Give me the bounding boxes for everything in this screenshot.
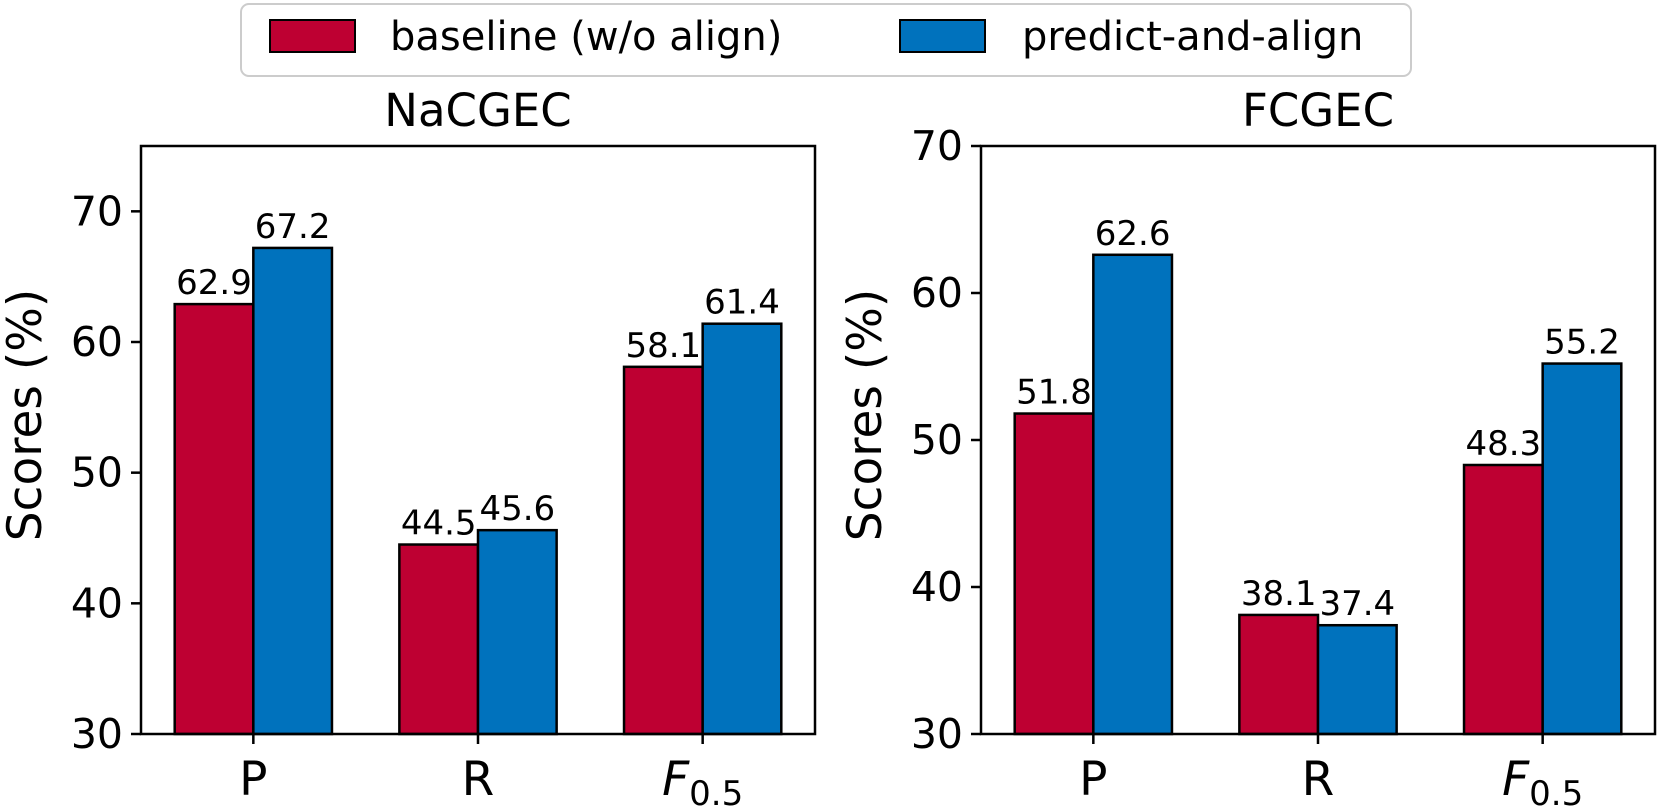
bar-baseline-w-o-align-p	[173, 302, 255, 736]
x-tick-label-p: P	[1079, 752, 1107, 807]
chart-title: FCGEC	[1242, 84, 1394, 137]
value-label: 45.6	[479, 489, 555, 529]
x-tick-label-r: R	[462, 752, 495, 807]
bar-baseline-w-o-align-r	[1238, 613, 1320, 736]
legend-label-baseline: baseline (w/o align)	[390, 14, 782, 60]
y-tick-label: 70	[71, 187, 123, 235]
x-tick-label-f0-5: F0.5	[1502, 752, 1583, 807]
bar-predict-and-align-p	[1092, 253, 1174, 736]
legend-swatch-baseline	[269, 19, 356, 53]
y-tick-label: 40	[71, 579, 123, 627]
y-axis-label: Scores (%)	[838, 289, 893, 541]
bar-predict-and-align-f0-5	[1541, 362, 1623, 736]
y-tick-label: 60	[911, 269, 963, 317]
chart-title: NaCGEC	[384, 84, 571, 137]
plot-frame	[139, 144, 817, 736]
value-label: 48.3	[1465, 424, 1541, 464]
legend-swatch-predict-and-align	[899, 19, 986, 53]
bar-baseline-w-o-align-f0-5	[1462, 463, 1544, 736]
value-label: 51.8	[1016, 373, 1092, 413]
bar-predict-and-align-r	[1316, 623, 1398, 736]
y-axis-label: Scores (%)	[0, 289, 53, 541]
x-tick-label-f0-5: F0.5	[662, 752, 743, 807]
chart-nacgec: NaCGEC Scores (%) 62.967.2 P 44.5 45.6 R 58.1…	[0, 84, 817, 807]
x-tick-label-r: R	[1302, 752, 1335, 807]
value-label: 62.9	[176, 263, 252, 303]
bar-baseline-w-o-align-f0-5	[622, 365, 704, 736]
y-tick-label: 30	[71, 710, 123, 758]
x-tick-label-p: P	[239, 752, 267, 807]
y-tick-label: 70	[911, 122, 963, 170]
bar-predict-and-align-p	[252, 246, 334, 736]
plot-frame	[979, 144, 1657, 736]
value-label: 58.1	[625, 326, 701, 366]
y-tick-label: 40	[911, 563, 963, 611]
y-tick-label: 30	[911, 710, 963, 758]
legend: baseline (w/o align) predict-and-align	[240, 3, 1412, 77]
chart-fcgec: FCGEC Scores (%) 51.8 62.6 P 38.1 37.4 R 48.3 5…	[838, 84, 1657, 807]
bar-baseline-w-o-align-p	[1013, 412, 1095, 736]
y-tick-label: 50	[71, 449, 123, 497]
value-label: 38.1	[1241, 574, 1317, 614]
y-tick-label: 50	[911, 416, 963, 464]
value-label: 62.6	[1095, 214, 1171, 254]
legend-label-predict-and-align: predict-and-align	[1022, 14, 1363, 60]
bar-predict-and-align-r	[476, 528, 558, 736]
value-label: 61.4	[704, 283, 780, 323]
legend-frame	[240, 3, 1412, 77]
bar-predict-and-align-f0-5	[701, 322, 783, 736]
value-label: 44.5	[401, 504, 477, 544]
value-label: 67.2	[255, 207, 331, 247]
value-label: 37.4	[1319, 584, 1395, 624]
y-tick-label: 60	[71, 318, 123, 366]
value-label: 55.2	[1544, 323, 1620, 363]
bar-baseline-w-o-align-r	[398, 543, 480, 736]
